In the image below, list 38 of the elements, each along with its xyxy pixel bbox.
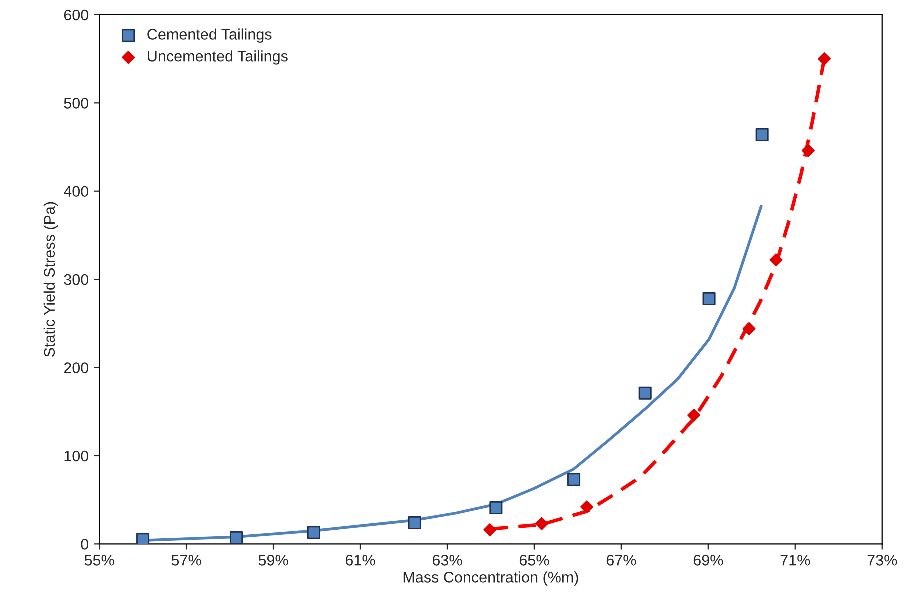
- point: [742, 322, 756, 336]
- point: [408, 516, 422, 530]
- x-tick-label: 57%: [172, 555, 202, 566]
- y-axis-title: Static Yield Stress (Pa): [44, 202, 58, 357]
- y-tick-label: 300: [64, 274, 89, 286]
- legend-label: Cemented Tailings: [148, 28, 272, 43]
- x-tick-label: 61%: [346, 555, 376, 566]
- point: [307, 526, 320, 540]
- x-tick-label: 65%: [520, 555, 550, 566]
- y-tick-label: 100: [64, 450, 89, 462]
- y-tick-label: 600: [64, 10, 89, 21]
- point: [638, 386, 652, 400]
- x-tick-label: 67%: [606, 555, 636, 566]
- point: [770, 254, 783, 267]
- point: [136, 533, 150, 544]
- y-tick-label: 500: [64, 98, 89, 109]
- y-tick-label: 400: [64, 186, 89, 198]
- x-tick-label: 69%: [694, 555, 724, 566]
- point: [580, 500, 594, 514]
- point: [568, 473, 581, 486]
- point: [818, 52, 832, 66]
- x-tick-label: 63%: [432, 555, 462, 566]
- point: [535, 517, 548, 530]
- legend-label: Uncemented Tailings: [148, 50, 288, 65]
- point: [688, 408, 701, 422]
- point: [756, 128, 769, 142]
- point: [702, 292, 716, 306]
- y-tick-label: 200: [64, 362, 89, 374]
- point: [490, 502, 503, 515]
- point: [802, 144, 815, 158]
- x-tick-label: 59%: [258, 555, 288, 566]
- point: [230, 532, 244, 544]
- x-tick-label: 71%: [780, 555, 810, 566]
- x-tick-label: 55%: [84, 555, 114, 566]
- y-tick-label: 0: [81, 539, 89, 550]
- x-tick-label: 73%: [868, 555, 898, 566]
- point: [484, 524, 497, 537]
- x-axis-title: Mass Concentration (%m): [404, 572, 578, 586]
